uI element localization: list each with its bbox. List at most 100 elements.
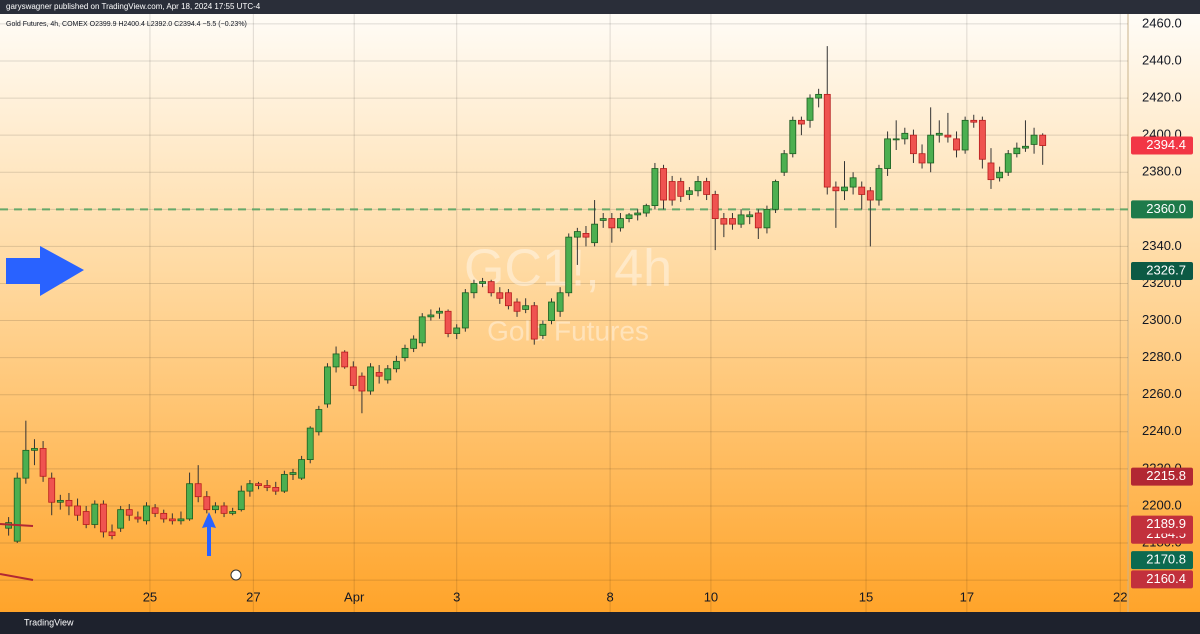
candle-body: [599, 218, 607, 221]
candle-body: [823, 93, 831, 188]
candle-body: [349, 366, 357, 386]
candle-body: [220, 505, 228, 514]
candle-body: [160, 512, 168, 520]
candle-body: [617, 218, 624, 229]
candle-body: [332, 353, 340, 368]
x-tick-label: 25: [143, 589, 157, 604]
background: [0, 0, 1200, 612]
price-label: 2189.9: [1146, 516, 1186, 531]
candle-body: [237, 490, 245, 511]
candle-body: [315, 409, 323, 433]
candle-body: [272, 487, 280, 492]
y-tick-label: 2200.0: [1142, 497, 1182, 512]
candle-body: [849, 177, 857, 188]
candle-body: [763, 208, 771, 229]
candle-body: [884, 138, 891, 169]
y-tick-label: 2460.0: [1142, 15, 1182, 30]
candle-body: [858, 186, 866, 195]
price-label-box: [1131, 515, 1193, 534]
candle-body: [935, 132, 943, 136]
candle-body: [263, 485, 271, 488]
candle-body: [358, 375, 366, 392]
candle-body: [48, 477, 56, 503]
candle-body: [168, 518, 176, 522]
price-label: 2170.8: [1146, 552, 1186, 567]
candle-body: [978, 119, 986, 160]
candle-body: [151, 507, 159, 514]
candle-body: [418, 316, 426, 344]
candle-body: [729, 218, 736, 225]
candle-body: [806, 97, 814, 121]
candle-body: [642, 205, 650, 214]
candle-body: [694, 181, 702, 192]
candle-body: [186, 483, 193, 520]
candle-body: [772, 181, 779, 210]
candle-body: [496, 292, 504, 299]
y-tick-label: 2440.0: [1142, 52, 1182, 67]
candle-body: [99, 503, 107, 533]
candle-body: [1022, 145, 1029, 149]
arrow: [202, 512, 216, 556]
candle-body: [522, 305, 530, 310]
candle-body: [505, 292, 512, 307]
candle-body: [280, 474, 288, 492]
candle-body: [634, 212, 642, 216]
candle-body: [711, 194, 719, 219]
candle-body: [573, 231, 581, 238]
x-tick-label: 27: [246, 589, 260, 604]
candle-body: [324, 366, 331, 405]
candle-body: [866, 190, 874, 201]
candle-body: [1004, 153, 1012, 173]
candle-body: [797, 119, 805, 125]
candle-body: [910, 134, 917, 155]
price-label: 2360.0: [1146, 201, 1186, 216]
candle-body: [255, 483, 262, 486]
candle-body: [754, 212, 762, 229]
candle-body: [31, 448, 38, 451]
y-tick-label: 2420.0: [1142, 90, 1182, 105]
candle-body: [453, 327, 461, 334]
y-tick-label: 2340.0: [1142, 238, 1182, 253]
candle-body: [134, 516, 142, 520]
price-label: 2326.7: [1146, 262, 1186, 277]
footer-bar: [0, 612, 1200, 634]
candle-body: [143, 505, 150, 522]
event-icon: [230, 569, 242, 581]
y-tick-label: 2260.0: [1142, 386, 1182, 401]
candle-body: [22, 449, 30, 479]
candle-body: [212, 505, 219, 511]
x-tick-label: 15: [859, 589, 873, 604]
candle-body: [953, 138, 960, 151]
candle-body: [410, 338, 418, 349]
candle-body: [685, 190, 693, 195]
candle-body: [1039, 134, 1047, 146]
y-tick-label: 2380.0: [1142, 164, 1182, 179]
x-tick-label: 17: [960, 589, 974, 604]
x-tick-label: 22: [1113, 589, 1127, 604]
candle-body: [746, 214, 754, 218]
candle-body: [367, 366, 374, 392]
candle-body: [996, 171, 1004, 179]
candle-body: [82, 511, 90, 525]
candle-body: [556, 292, 564, 312]
candle-body: [530, 305, 538, 340]
candle-body: [461, 292, 469, 329]
candle-body: [108, 531, 116, 537]
candle-body: [660, 168, 667, 201]
candle-body: [668, 181, 676, 201]
x-tick-label: 3: [453, 589, 460, 604]
candle-body: [737, 214, 745, 225]
price-label-box: [1131, 262, 1193, 281]
candle-body: [74, 505, 81, 516]
candle-body: [13, 477, 21, 542]
candle-body: [384, 368, 392, 381]
candle-body: [298, 459, 306, 479]
candle-body: [927, 134, 935, 164]
candle-body: [780, 153, 788, 173]
candle-body: [591, 223, 599, 244]
candle-body: [203, 496, 211, 511]
candle-body: [987, 162, 995, 181]
candle-body: [229, 511, 237, 514]
watermark-subtitle: Gold Futures: [487, 315, 649, 346]
candle-body: [444, 310, 452, 334]
